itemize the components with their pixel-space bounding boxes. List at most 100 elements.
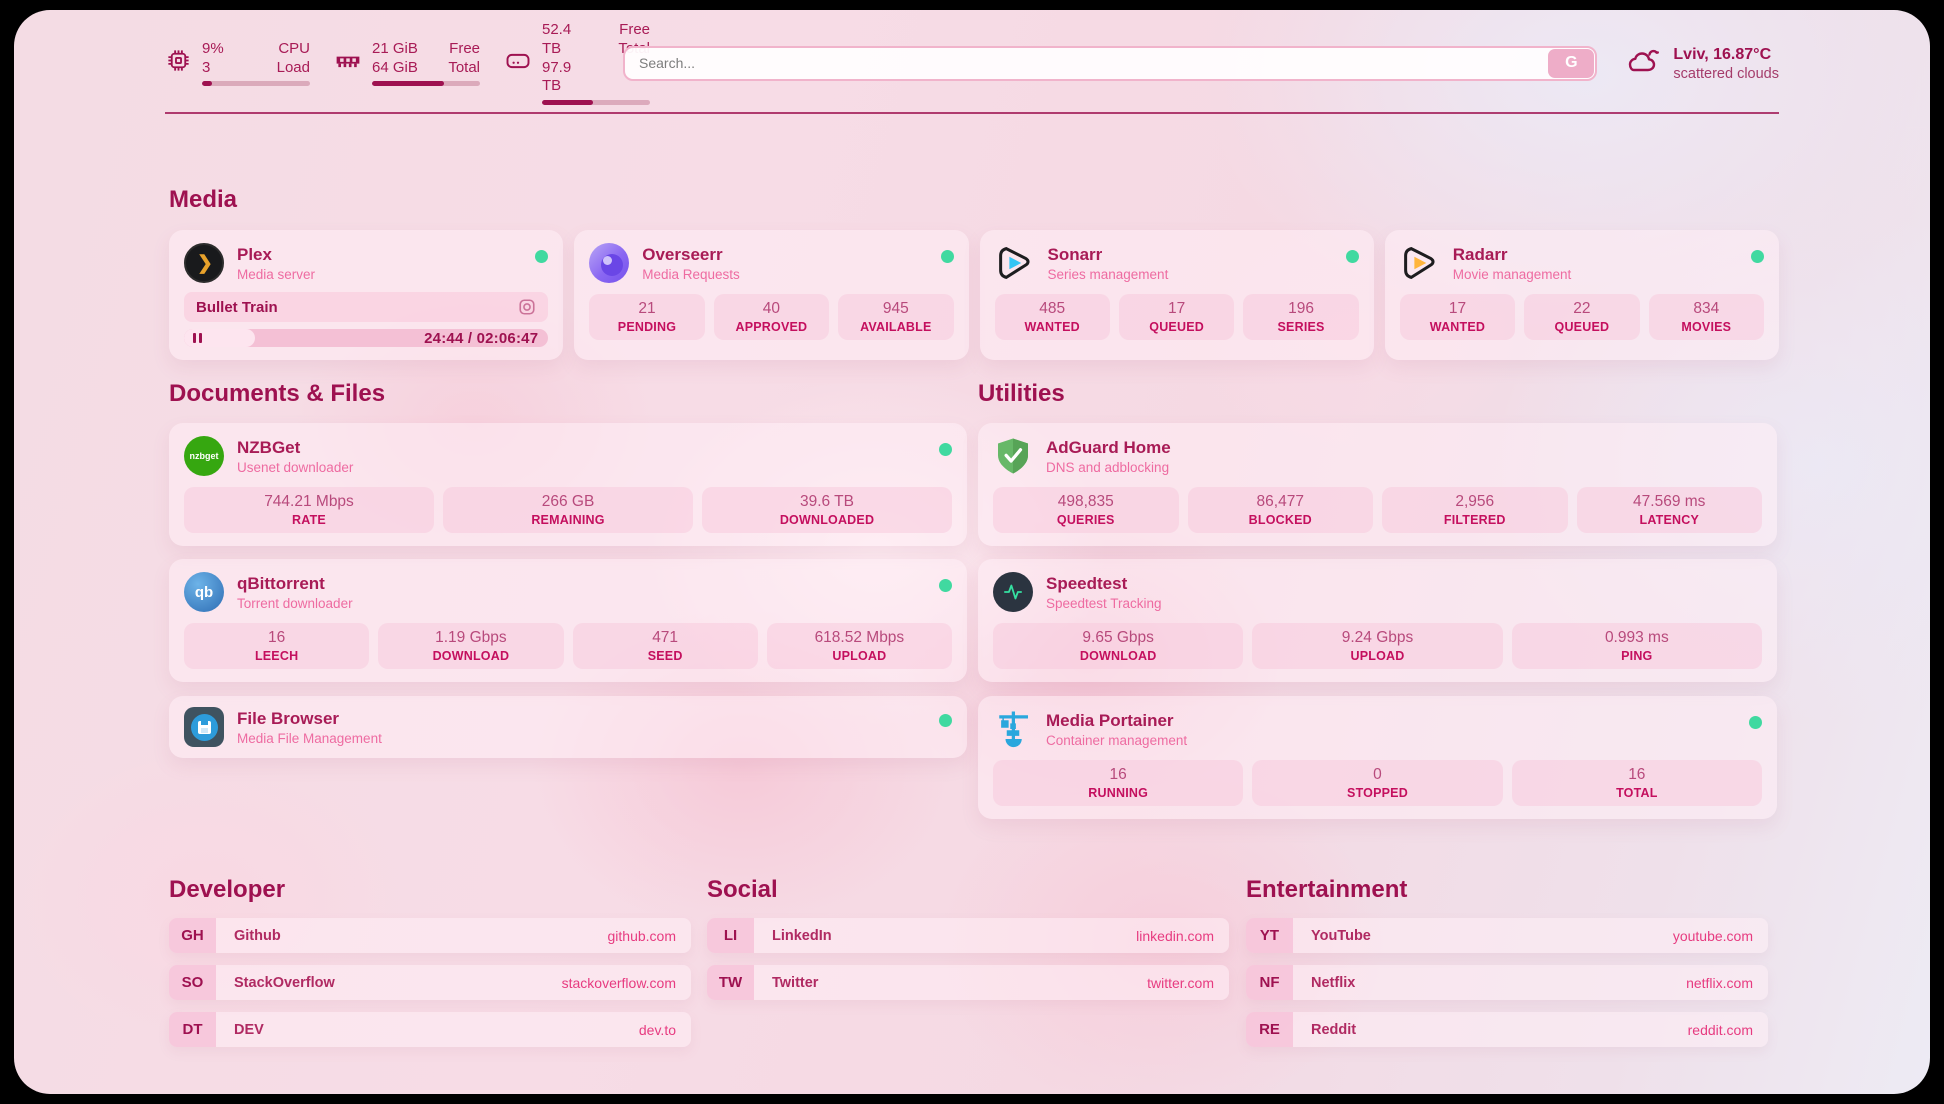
section-title-media: Media: [169, 186, 238, 213]
bookmark-url: reddit.com: [1687, 1021, 1753, 1038]
stat-series: 196 SERIES: [1243, 294, 1359, 340]
cpu-percent: 9%: [202, 39, 224, 57]
status-dot-online: [1751, 250, 1764, 263]
service-description: Speedtest Tracking: [1046, 595, 1162, 611]
stat-leech: 16 LEECH: [184, 623, 370, 669]
bookmark-abbr: GH: [169, 918, 216, 953]
status-dot-online: [940, 250, 954, 263]
service-description: Media File Management: [237, 730, 382, 746]
bookmark-abbr: LI: [707, 918, 754, 953]
bookmark-abbr: SO: [169, 965, 216, 1000]
bookmark-github[interactable]: GH Github github.com: [169, 918, 691, 953]
cpu-progress-bar: [202, 81, 310, 87]
stat-upload: 9.24 Gbps UPLOAD: [1252, 623, 1503, 669]
service-card-adguard[interactable]: AdGuard Home DNS and adblocking 498,835 …: [978, 423, 1777, 546]
bookmark-url: github.com: [607, 927, 676, 944]
stat-download: 1.19 Gbps DOWNLOAD: [378, 623, 564, 669]
stat-downloaded: 39.6 TB DOWNLOADED: [702, 487, 952, 533]
memory-total-value: 64 GiB: [372, 58, 418, 76]
service-card-filebrowser[interactable]: File Browser Media File Management: [169, 696, 967, 758]
service-card-overseerr[interactable]: Overseerr Media Requests 21 PENDING 40 A…: [574, 230, 969, 360]
search-input[interactable]: [623, 45, 1598, 81]
service-name: Sonarr: [1047, 245, 1103, 265]
plex-icon: ❯: [184, 243, 224, 283]
service-description: Media Requests: [642, 266, 740, 282]
section-title-utilities: Utilities: [978, 380, 1065, 407]
service-card-sonarr[interactable]: Sonarr Series management 485 WANTED 17 Q…: [979, 230, 1374, 360]
bookmark-list-social: LI LinkedIn linkedin.com TW Twitter twit…: [707, 918, 1229, 1012]
stat-pending: 21 PENDING: [589, 294, 705, 340]
media-cards-row: ❯ Plex Media server Bullet Train: [169, 230, 1779, 360]
bookmark-url: dev.to: [638, 1021, 676, 1038]
weather-widget: Lviv, 16.87°C scattered clouds: [1625, 44, 1779, 83]
cpu-label: CPU: [278, 39, 310, 57]
bookmark-abbr: YT: [1246, 918, 1293, 953]
bookmark-name: Netflix: [1311, 974, 1356, 991]
radarr-icon: [1400, 243, 1440, 283]
service-name: Media Portainer: [1046, 711, 1174, 731]
service-name: Plex: [237, 245, 272, 265]
now-playing-title: Bullet Train: [196, 298, 278, 316]
stat-running: 16 RUNNING: [993, 760, 1244, 806]
stat-blocked: 86,477 BLOCKED: [1187, 487, 1373, 533]
stat-seed: 471 SEED: [572, 623, 758, 669]
service-card-speedtest[interactable]: Speedtest Speedtest Tracking 9.65 Gbps D…: [978, 559, 1777, 682]
bookmark-abbr: TW: [707, 965, 754, 1000]
bookmark-name: StackOverflow: [234, 974, 335, 991]
service-name: AdGuard Home: [1046, 438, 1171, 458]
stat-remaining: 266 GB REMAINING: [443, 487, 693, 533]
stat-download: 9.65 Gbps DOWNLOAD: [993, 623, 1244, 669]
adguard-icon: [993, 436, 1033, 476]
bookmark-linkedin[interactable]: LI LinkedIn linkedin.com: [707, 918, 1229, 953]
service-name: qBittorrent: [237, 574, 325, 594]
bookmark-netflix[interactable]: NF Netflix netflix.com: [1246, 965, 1768, 1000]
stat-queued: 17 QUEUED: [1118, 294, 1235, 340]
bookmark-stackoverflow[interactable]: SO StackOverflow stackoverflow.com: [169, 965, 691, 1000]
status-dot-online: [939, 443, 952, 456]
status-dot-online: [535, 250, 549, 263]
service-description: DNS and adblocking: [1046, 459, 1170, 475]
service-card-portainer[interactable]: Media Portainer Container management 16 …: [978, 696, 1777, 819]
bookmark-name: Github: [234, 927, 281, 944]
stat-ping: 0.993 ms PING: [1511, 623, 1762, 669]
memory-total-label: Total: [448, 58, 480, 76]
disk-total-value: 97.9 TB: [542, 58, 572, 95]
service-card-qbittorrent[interactable]: qb qBittorrent Torrent downloader 16 LEE…: [169, 559, 967, 682]
stat-upload: 618.52 Mbps UPLOAD: [766, 623, 952, 669]
pause-icon[interactable]: [193, 333, 202, 343]
portainer-icon: [993, 709, 1033, 749]
bookmark-url: stackoverflow.com: [561, 974, 676, 991]
bookmark-url: twitter.com: [1147, 974, 1214, 991]
service-card-radarr[interactable]: Radarr Movie management 17 WANTED 22 QUE…: [1384, 230, 1779, 360]
bookmark-abbr: RE: [1246, 1012, 1293, 1047]
speedtest-icon: [993, 572, 1033, 612]
cpu-icon: [165, 47, 192, 79]
stat-queued: 22 QUEUED: [1524, 294, 1640, 340]
bookmark-reddit[interactable]: RE Reddit reddit.com: [1246, 1012, 1768, 1047]
filebrowser-icon: [184, 707, 224, 747]
service-card-plex[interactable]: ❯ Plex Media server Bullet Train: [169, 230, 564, 360]
service-description: Series management: [1047, 266, 1169, 282]
bookmark-dev[interactable]: DT DEV dev.to: [169, 1012, 691, 1047]
memory-free-label: Free: [449, 39, 480, 57]
search-bar: G: [623, 45, 1598, 81]
memory-progress-fill: [372, 81, 445, 87]
service-description: Container management: [1046, 732, 1188, 748]
stat-filtered: 2,956 FILTERED: [1382, 487, 1568, 533]
header-divider: [165, 112, 1779, 114]
bookmark-youtube[interactable]: YT YouTube youtube.com: [1246, 918, 1768, 953]
sonarr-icon: [995, 243, 1035, 283]
stat-wanted: 485 WANTED: [994, 294, 1110, 340]
stat-queries: 498,835 QUERIES: [993, 487, 1179, 533]
section-title-developer: Developer: [169, 876, 286, 903]
search-engine-button[interactable]: G: [1548, 48, 1595, 78]
bookmark-abbr: NF: [1246, 965, 1293, 1000]
service-card-nzbget[interactable]: nzbget NZBGet Usenet downloader 744.21 M…: [169, 423, 967, 546]
stat-rate: 744.21 Mbps RATE: [184, 487, 434, 533]
stat-latency: 47.569 ms LATENCY: [1576, 487, 1762, 533]
bookmark-name: DEV: [234, 1021, 264, 1038]
status-dot-online: [1345, 250, 1359, 263]
bookmark-twitter[interactable]: TW Twitter twitter.com: [707, 965, 1229, 1000]
service-name: File Browser: [237, 709, 340, 729]
nzbget-icon: nzbget: [184, 436, 224, 476]
